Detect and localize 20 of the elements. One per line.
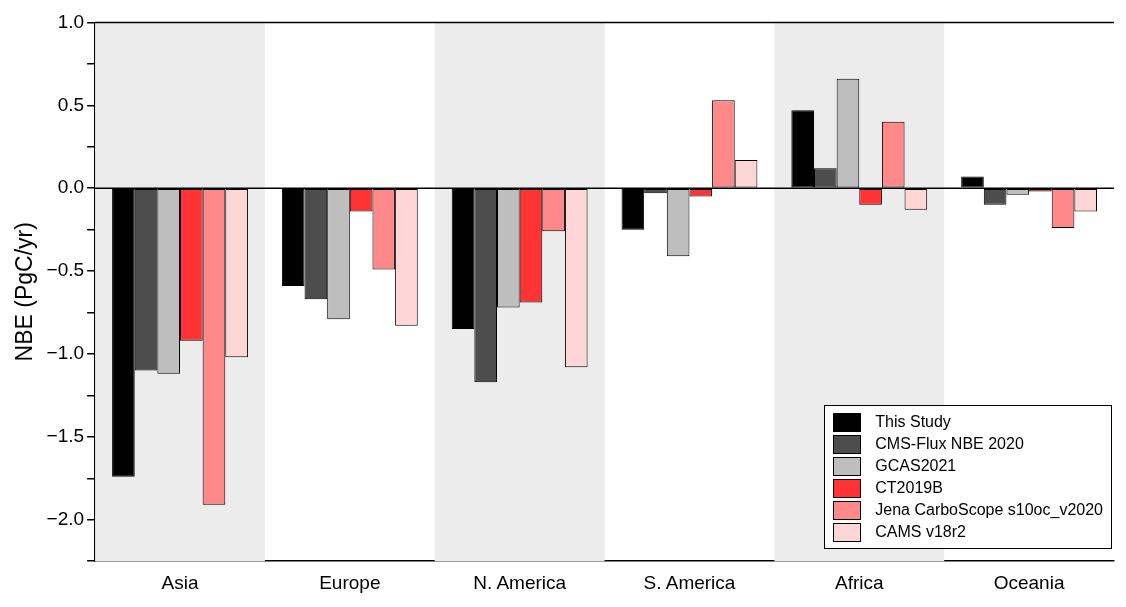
y-tick-label: −1.5 [46,425,85,447]
x-tick-label: Africa [834,571,884,593]
x-tick-label: Oceania [993,571,1065,593]
legend-label: This Study [875,412,951,433]
legend-label: CT2019B [875,478,943,499]
y-tick-label: 0.0 [57,176,85,198]
x-tick-label: N. America [473,571,567,593]
legend-label: GCAS2021 [875,456,957,477]
legend-label: CAMS v18r2 [875,522,966,543]
y-tick-label: −0.5 [46,259,85,281]
y-tick-label: 0.5 [57,93,85,115]
y-tick-label: 1.0 [57,10,85,32]
legend-label: Jena CarboScope s10oc_v2020 [875,500,1103,521]
x-tick-label: S. America [643,571,736,593]
x-tick-label: Asia [161,571,199,593]
y-tick-label: −1.0 [46,342,85,364]
legend-label: CMS-Flux NBE 2020 [875,434,1024,455]
y-axis-title: NBE (PgC/yr) [11,222,38,362]
y-tick-label: −2.0 [46,507,85,529]
x-tick-label: Europe [319,571,381,593]
